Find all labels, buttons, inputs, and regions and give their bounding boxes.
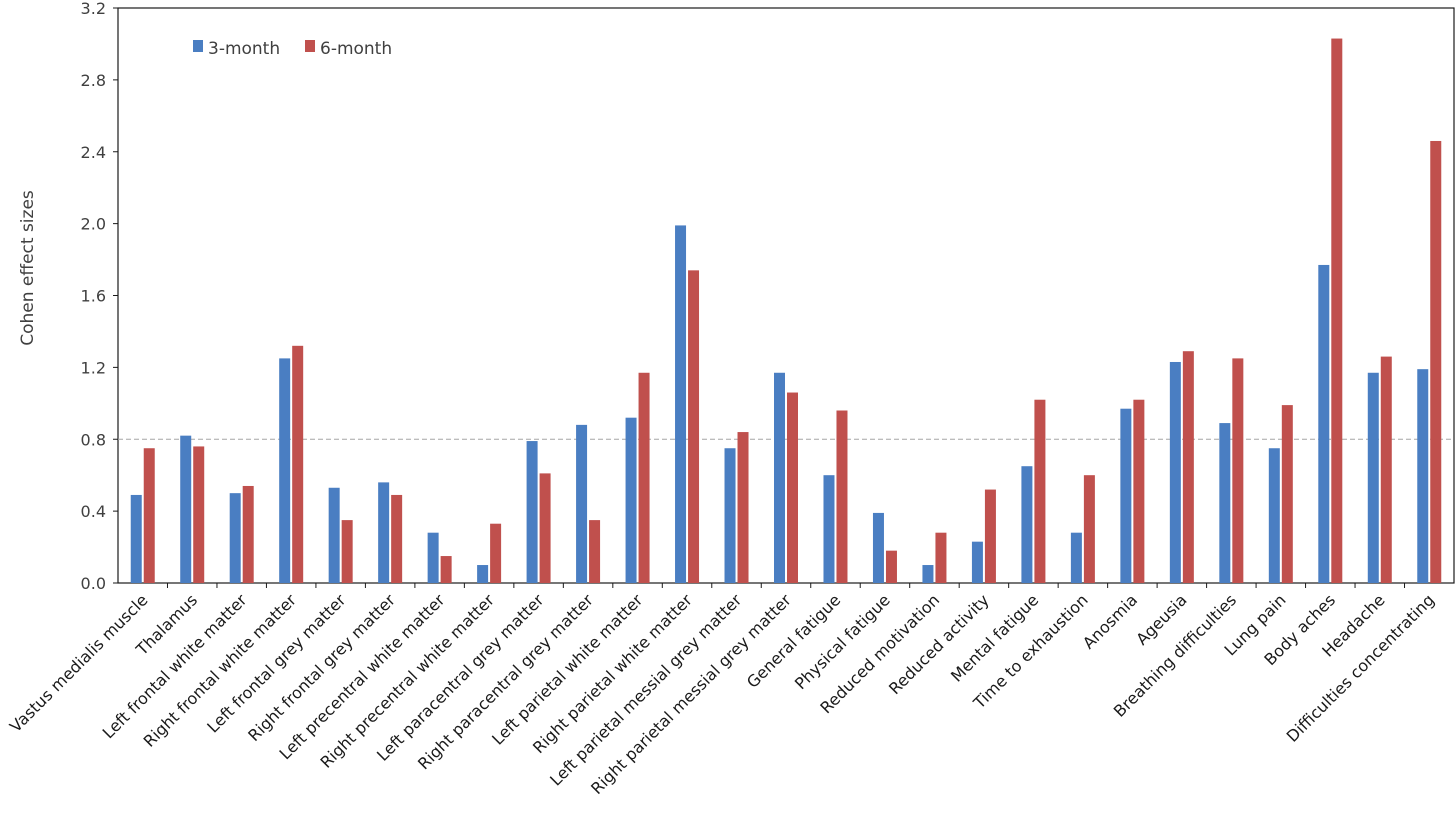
bar-3-month xyxy=(971,541,983,583)
bar-6-month xyxy=(1331,38,1343,583)
bar-6-month xyxy=(440,556,452,583)
bars xyxy=(130,38,1442,588)
bar-3-month xyxy=(279,358,291,583)
bar-6-month xyxy=(539,473,551,583)
bar-3-month xyxy=(229,493,241,583)
bar-6-month xyxy=(935,532,947,583)
bar-6-month xyxy=(638,372,650,583)
bar-3-month xyxy=(675,225,687,583)
bar-6-month xyxy=(242,485,254,583)
bar-3-month xyxy=(477,565,489,583)
bar-6-month xyxy=(1182,351,1194,583)
bar-6-month xyxy=(885,550,897,583)
bar-3-month xyxy=(1268,448,1280,583)
bar-3-month xyxy=(1120,408,1132,583)
bar-3-month xyxy=(1318,264,1330,583)
bar-3-month xyxy=(1219,423,1231,583)
legend-label-6-month: 6-month xyxy=(320,39,392,59)
bar-6-month xyxy=(292,345,304,583)
bar-3-month xyxy=(1021,466,1033,583)
bar-3-month xyxy=(1169,361,1181,583)
bar-6-month xyxy=(143,448,155,583)
y-tick-label: 3.2 xyxy=(81,0,106,18)
bar-3-month xyxy=(823,475,835,583)
y-tick-label: 1.6 xyxy=(81,287,106,306)
bar-6-month xyxy=(193,446,205,583)
bar-6-month xyxy=(1083,475,1095,583)
bar-3-month xyxy=(526,441,538,583)
bar-6-month xyxy=(984,489,996,583)
bar-6-month xyxy=(787,392,798,583)
bar-6-month xyxy=(589,520,601,583)
bar-6-month xyxy=(391,494,403,583)
y-tick-label: 0.8 xyxy=(81,430,106,449)
bar-3-month xyxy=(378,482,390,583)
bar-3-month xyxy=(1417,369,1429,583)
bar-3-month xyxy=(774,372,785,583)
bar-6-month xyxy=(688,270,700,583)
y-tick-label: 2.0 xyxy=(81,215,106,234)
bar-6-month xyxy=(1232,358,1244,583)
bar-3-month xyxy=(1367,372,1379,583)
y-axis: 0.0 0.4 0.8 1.2 1.6 2.0 2.4 2.8 3.2 xyxy=(81,0,118,593)
bar-3-month xyxy=(130,494,142,583)
y-tick-label: 2.8 xyxy=(81,71,106,90)
y-tick-label: 0.4 xyxy=(81,502,106,521)
bar-3-month xyxy=(576,424,588,583)
legend-label-3-month: 3-month xyxy=(208,39,280,59)
bar-6-month xyxy=(341,520,353,583)
bar-3-month xyxy=(625,417,637,583)
bar-3-month xyxy=(872,512,884,583)
bar-3-month xyxy=(180,435,192,583)
bar-6-month xyxy=(836,410,848,583)
bar-3-month xyxy=(922,565,934,583)
bar-6-month xyxy=(1133,399,1145,583)
bar-6-month xyxy=(1380,356,1392,583)
legend: 3-month 6-month xyxy=(193,39,392,59)
bar-6-month xyxy=(1430,140,1442,583)
x-tick-label: Anosmia xyxy=(1079,590,1141,652)
bar-6-month xyxy=(490,523,502,583)
bar-3-month xyxy=(1070,532,1082,583)
bar-6-month xyxy=(737,432,749,583)
legend-swatch-3-month xyxy=(193,40,203,52)
legend-swatch-6-month xyxy=(305,40,315,52)
bar-3-month xyxy=(427,532,439,583)
y-axis-title: Cohen effect sizes xyxy=(18,190,38,346)
bar-3-month xyxy=(328,487,340,583)
bar-6-month xyxy=(1281,405,1293,583)
y-tick-label: 1.2 xyxy=(81,358,106,377)
plot-frame xyxy=(117,7,1455,584)
y-tick-label: 2.4 xyxy=(81,143,106,162)
x-tick-label: Mental fatigue xyxy=(947,590,1042,685)
y-tick-label: 0.0 xyxy=(81,574,106,593)
bar-6-month xyxy=(1034,399,1046,583)
bar-3-month xyxy=(724,448,736,583)
